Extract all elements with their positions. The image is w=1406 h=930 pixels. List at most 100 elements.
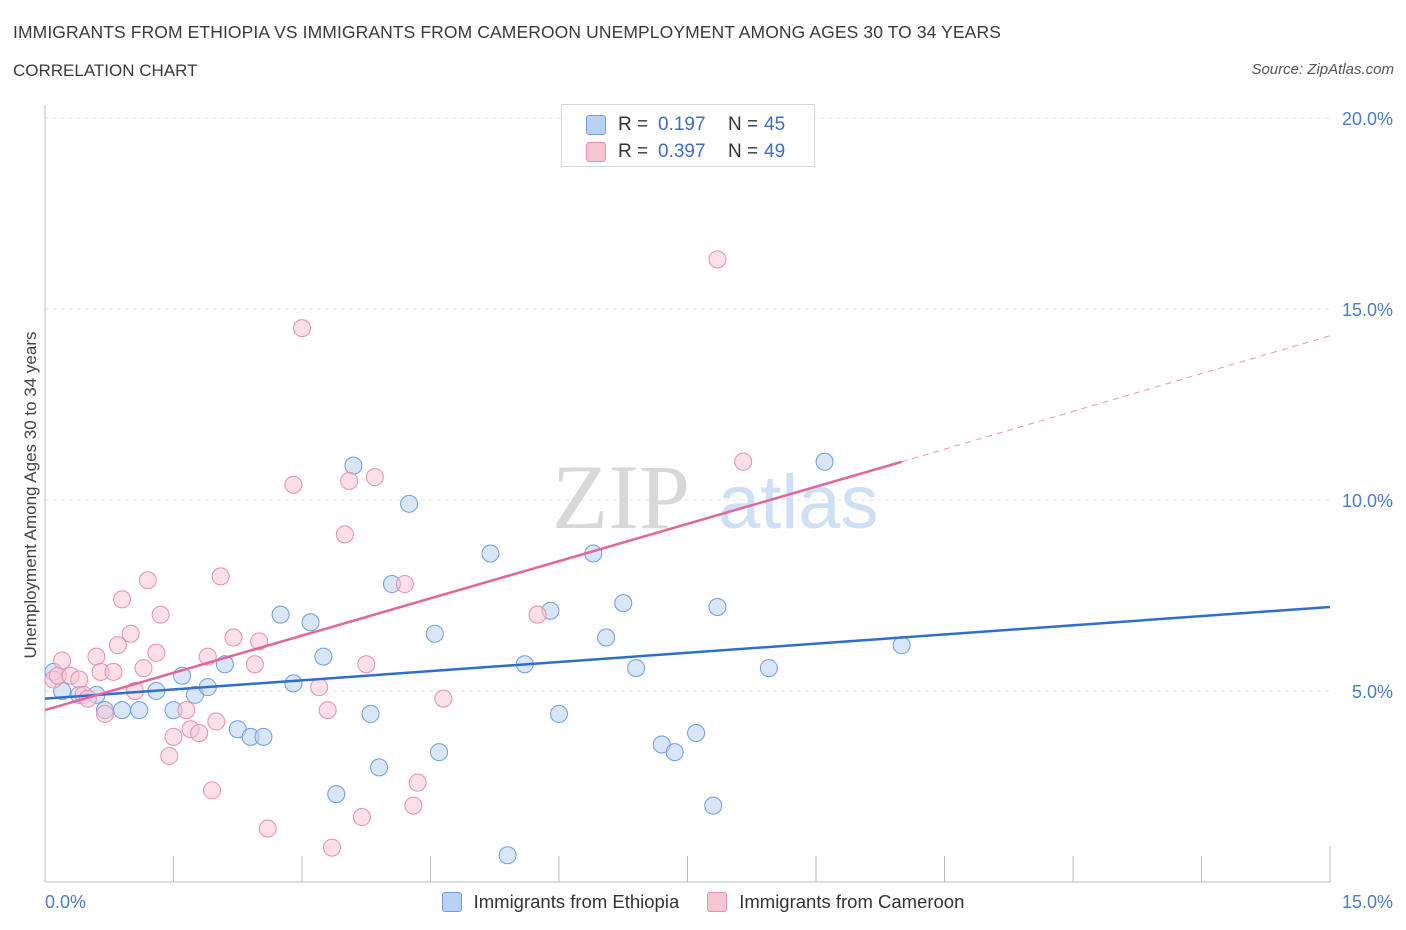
point-cameroon [404, 796, 423, 815]
legend-n-value: 49 [764, 141, 786, 162]
point-cameroon [528, 605, 547, 624]
point-cameroon [207, 712, 226, 731]
y-axis-label: Unemployment Among Ages 30 to 34 years [21, 332, 40, 659]
point-ethiopia [327, 785, 346, 804]
point-ethiopia [113, 701, 132, 720]
trend-line-cameroon-extension [901, 335, 1331, 463]
legend-n-label: N = [728, 141, 759, 162]
x-tick-label: 15.0% [1342, 892, 1393, 912]
legend-r-value: 0.397 [658, 141, 706, 162]
point-cameroon [113, 590, 132, 609]
point-cameroon [365, 468, 384, 487]
legend-n-label: N = [728, 114, 759, 135]
point-cameroon [211, 567, 230, 586]
axes [44, 105, 1331, 883]
point-ethiopia [892, 636, 911, 655]
point-ethiopia [425, 624, 444, 643]
point-ethiopia [361, 704, 380, 723]
point-cameroon [357, 655, 376, 674]
legend-stats: R = 0.197 N = 45 R = 0.397 N = 49 [561, 104, 815, 167]
point-ethiopia [665, 743, 684, 762]
legend-series: Immigrants from Ethiopia Immigrants from… [0, 889, 1406, 915]
watermark: ZIP atlas [552, 446, 879, 548]
point-cameroon [121, 624, 140, 643]
point-cameroon [395, 575, 414, 594]
watermark-zip: ZIP [552, 446, 690, 548]
legend-row-cameroon: R = 0.397 N = 49 [586, 140, 785, 164]
point-ethiopia [284, 674, 303, 693]
point-ethiopia [498, 846, 517, 865]
point-ethiopia [481, 544, 500, 563]
point-ethiopia [130, 701, 149, 720]
point-cameroon [203, 781, 222, 800]
legend-swatch-ethiopia [586, 115, 606, 135]
point-ethiopia [400, 494, 419, 513]
y-tick-label: 10.0% [1342, 491, 1393, 511]
gridlines [45, 117, 1330, 692]
point-cameroon [245, 655, 264, 674]
point-ethiopia [759, 659, 778, 678]
point-ethiopia [687, 724, 706, 743]
legend-item-ethiopia[interactable]: Immigrants from Ethiopia [441, 891, 680, 913]
point-ethiopia [301, 613, 320, 632]
legend-swatch-ethiopia [441, 892, 462, 912]
point-cameroon [335, 525, 354, 544]
point-ethiopia [815, 452, 834, 471]
point-ethiopia [550, 704, 568, 723]
legend-label-cameroon: Immigrants from Cameroon [739, 891, 965, 912]
point-ethiopia [614, 594, 633, 613]
source-label: Source: ZipAtlas.com [1251, 61, 1394, 78]
watermark-atlas: atlas [718, 460, 879, 545]
legend-item-cameroon[interactable]: Immigrants from Cameroon [707, 891, 964, 913]
point-cameroon [293, 319, 311, 338]
point-cameroon [160, 746, 179, 765]
point-cameroon [190, 724, 209, 743]
y-tick-label: 5.0% [1352, 682, 1393, 702]
point-ethiopia [271, 605, 290, 624]
point-ethiopia [344, 456, 363, 475]
point-ethiopia [430, 743, 449, 762]
point-cameroon [258, 819, 277, 838]
point-cameroon [134, 659, 153, 678]
point-cameroon [310, 678, 329, 697]
point-cameroon [318, 701, 337, 720]
point-cameroon [151, 605, 170, 624]
legend-r-value: 0.197 [658, 114, 706, 135]
legend-swatch-cameroon [586, 142, 606, 162]
point-cameroon [53, 651, 72, 670]
y-tick-label: 20.0% [1342, 109, 1393, 129]
point-cameroon [95, 704, 114, 723]
legend-label-ethiopia: Immigrants from Ethiopia [473, 891, 680, 912]
chart-subtitle: CORRELATION CHART [13, 61, 198, 80]
point-cameroon [408, 773, 427, 792]
point-cameroon [164, 727, 183, 746]
point-cameroon [147, 643, 166, 662]
point-cameroon [352, 808, 371, 827]
trend-line-ethiopia [44, 605, 1331, 700]
point-ethiopia [708, 597, 727, 616]
trend-lines [44, 335, 1331, 712]
point-cameroon [322, 838, 341, 857]
legend-r-label: R = [618, 141, 649, 162]
point-ethiopia [254, 727, 273, 746]
chart-title: IMMIGRANTS FROM ETHIOPIA VS IMMIGRANTS F… [13, 22, 1001, 42]
point-cameroon [108, 636, 127, 655]
point-cameroon [87, 647, 106, 666]
x-tick-label: 0.0% [45, 892, 86, 912]
point-cameroon [434, 689, 453, 708]
point-cameroon [177, 701, 196, 720]
legend-row-ethiopia: R = 0.197 N = 45 [586, 113, 785, 137]
point-ethiopia [627, 659, 646, 678]
point-cameroon [340, 471, 359, 490]
legend-swatch-cameroon [707, 892, 728, 912]
point-cameroon [734, 452, 753, 471]
point-ethiopia [314, 647, 333, 666]
point-cameroon [70, 670, 89, 689]
point-cameroon [224, 628, 243, 647]
series-cameroon-points [44, 250, 753, 857]
point-cameroon [138, 571, 157, 590]
point-cameroon [284, 475, 303, 494]
point-cameroon [104, 662, 123, 681]
legend-n-value: 45 [764, 114, 786, 135]
